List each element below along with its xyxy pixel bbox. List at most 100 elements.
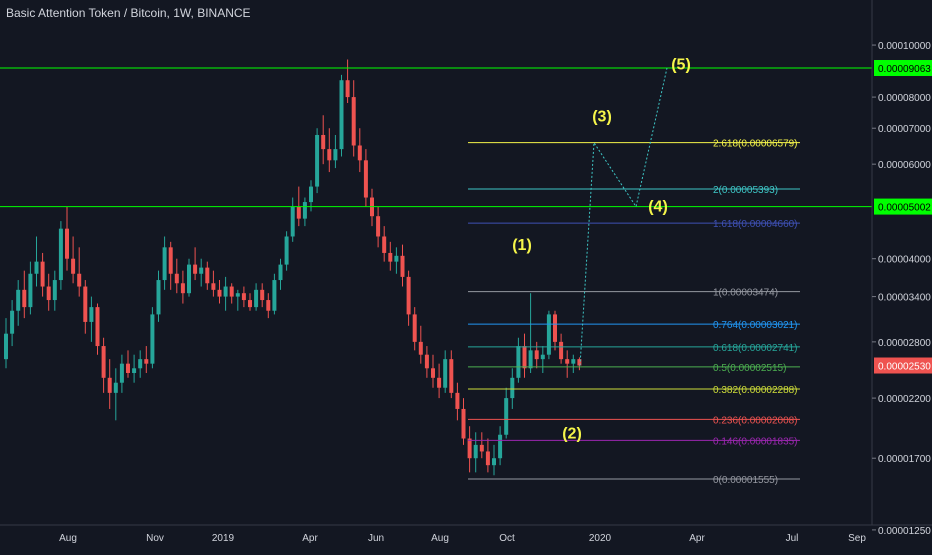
candle-body — [388, 252, 393, 262]
candle-body — [260, 289, 265, 301]
candle-body — [266, 300, 271, 311]
candle-body — [101, 346, 106, 378]
candle-body — [193, 264, 198, 274]
candle-body — [565, 359, 570, 364]
candle-body — [211, 283, 216, 290]
time-axis-label: Apr — [689, 533, 705, 544]
candle-body — [479, 444, 484, 452]
candle-body — [546, 314, 551, 355]
candle-body — [199, 267, 204, 274]
candle-body — [10, 310, 15, 334]
price-axis-label: 0.00001700 — [878, 454, 931, 465]
candle-body — [577, 359, 582, 366]
candle-body — [400, 255, 405, 277]
candle-body — [467, 438, 472, 459]
candle-body — [522, 346, 527, 369]
time-axis-label: Nov — [146, 533, 164, 544]
candle-body — [510, 377, 515, 399]
candle-body — [498, 434, 503, 459]
candle-body — [333, 149, 338, 161]
time-axis-label: Aug — [59, 533, 77, 544]
chart-title: Basic Attention Token / Bitcoin, 1W, BIN… — [6, 6, 251, 20]
wave-label: (2) — [562, 425, 582, 442]
price-axis-label: 0.00002800 — [878, 338, 931, 349]
candle-body — [455, 392, 460, 409]
fib-level-label: 1(0.00003474) — [713, 288, 778, 299]
candle-body — [431, 368, 435, 378]
price-axis-background — [872, 0, 932, 550]
candle-body — [382, 236, 387, 253]
price-axis-label: 0.00008000 — [878, 93, 931, 104]
time-axis-group: Aug Nov 2019 Apr Jun Aug Oct 2020 Apr Jul Sep — [0, 524, 932, 544]
candle-body — [119, 363, 124, 383]
horizontal-line-price-label: 0.00009063 — [878, 64, 931, 75]
candle-body — [424, 354, 429, 369]
candle-body — [254, 289, 259, 308]
fib-level-label: 0(0.00001555) — [713, 475, 778, 486]
candle-body — [290, 206, 295, 237]
candle-body — [132, 368, 137, 374]
candle-body — [540, 354, 545, 360]
candle-body — [89, 307, 94, 322]
time-axis-label: Oct — [499, 533, 515, 544]
candle-body — [363, 160, 368, 198]
candle-body — [65, 228, 69, 259]
candle-body — [559, 341, 564, 360]
candle-body — [327, 149, 332, 161]
candle-body — [351, 97, 356, 146]
candle-body — [52, 280, 57, 301]
price-axis-label: 0.00002200 — [878, 394, 931, 405]
candle-body — [113, 382, 118, 393]
candle-body — [571, 359, 576, 364]
candle-body — [248, 300, 252, 308]
candle-body — [46, 286, 51, 301]
candle-body — [534, 350, 539, 360]
candle-body — [217, 289, 222, 297]
candle-body — [180, 283, 185, 294]
candle-body — [357, 145, 362, 161]
candle-body — [156, 280, 161, 315]
candle-body — [309, 186, 313, 203]
candle-body — [449, 359, 454, 393]
candle-body — [223, 286, 228, 297]
candle-body — [516, 346, 521, 378]
time-axis-label: Aug — [431, 533, 449, 544]
candle-body — [22, 289, 27, 308]
price-axis-label: 0.00003400 — [878, 293, 931, 304]
last-price-label: 0.00002530 — [878, 362, 931, 373]
fib-level-label: 1.618(0.00004660) — [713, 219, 798, 230]
candle-body — [16, 289, 21, 311]
candle-body — [71, 258, 76, 274]
wave-label: (3) — [592, 109, 612, 126]
candle-body — [406, 276, 411, 315]
fib-level-label: 0.5(0.00002515) — [713, 363, 786, 374]
candle-body — [492, 458, 496, 466]
time-axis-label: Apr — [302, 533, 318, 544]
candle-body — [473, 444, 478, 459]
candle-body — [272, 280, 277, 311]
wave-labels-group: (1) (2) (3) (4) (5) — [512, 57, 691, 443]
candle-body — [162, 247, 167, 281]
candle-body — [126, 363, 130, 374]
candle-body — [150, 314, 155, 364]
candle-body — [394, 255, 399, 262]
candle-body — [83, 286, 88, 322]
projection-group — [579, 67, 668, 366]
fib-level-label: 0.236(0.00002008) — [713, 415, 798, 426]
wave-label: (5) — [671, 57, 691, 74]
candle-body — [412, 314, 417, 342]
wave-label: (1) — [512, 237, 532, 254]
price-axis-label: 0.00004000 — [878, 255, 931, 266]
candle-body — [302, 202, 307, 219]
candle-body — [77, 273, 82, 287]
candle-body — [485, 451, 490, 466]
time-axis-label: 2019 — [212, 533, 235, 544]
projection-path — [579, 67, 668, 366]
candle-body — [504, 398, 509, 435]
horizontal-line-price-label: 0.00005002 — [878, 203, 931, 214]
candle-body — [241, 293, 246, 301]
fibonacci-levels-group: 2.618(0.00006579) 2(0.00005393) 1.618(0.00… — [468, 139, 800, 486]
